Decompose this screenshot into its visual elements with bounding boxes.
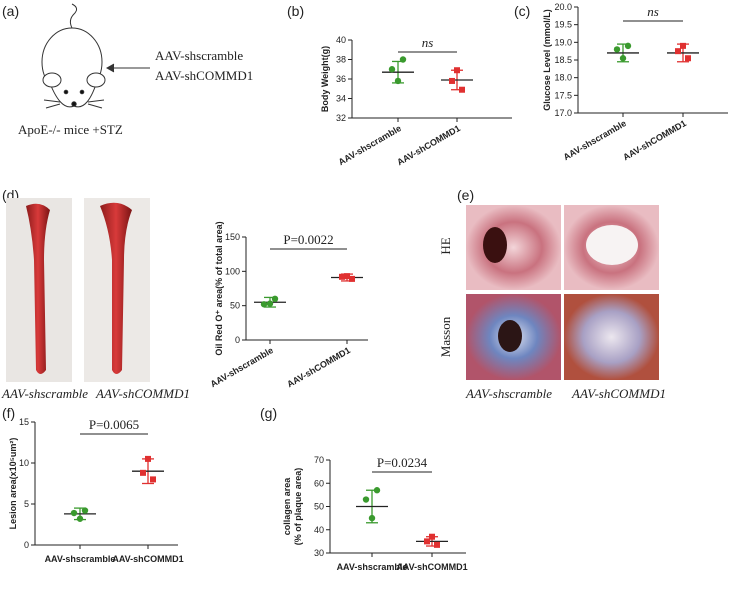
data-point <box>70 509 78 517</box>
data-point <box>260 301 268 308</box>
data-point <box>373 487 381 494</box>
y-tick-label: 17.5 <box>554 90 572 100</box>
stain-caption: AAV-shscramble <box>465 386 552 401</box>
stain-row-label: Masson <box>438 316 453 357</box>
panel-label: (b) <box>287 3 304 19</box>
x-tick-label: AAV-shCOMMD1 <box>395 123 462 167</box>
data-point <box>434 541 440 548</box>
y-axis-label: Body Weight(g) <box>320 46 330 112</box>
data-point <box>150 476 156 483</box>
y-tick-label: 10 <box>19 458 29 468</box>
data-point <box>449 77 455 84</box>
y-tick-label: 17.0 <box>554 108 572 118</box>
y-tick-label: 60 <box>314 478 324 488</box>
y-axis-label: Oil Red O⁺ area(% of total area) <box>214 221 224 355</box>
mouse-caption: ApoE-/- mice +STZ <box>18 122 123 137</box>
data-point <box>388 66 396 73</box>
y-axis-label: Lesion area(x10⁵um²) <box>8 438 18 530</box>
y-tick-label: 18.5 <box>554 55 572 65</box>
data-point <box>145 455 151 462</box>
y-axis-label: Glucose Level (mmol/L) <box>542 9 552 111</box>
data-point <box>266 300 274 307</box>
panel-label: (f) <box>2 405 15 421</box>
aorta-caption: AAV-shscramble <box>1 386 88 401</box>
stain-caption: AAV-shCOMMD1 <box>571 386 666 401</box>
panel-label: (a) <box>2 3 19 19</box>
y-tick-label: 100 <box>225 266 240 276</box>
stain-row-label: HE <box>438 237 453 254</box>
y-tick-label: 15 <box>19 417 29 427</box>
stain-images <box>466 205 659 380</box>
data-point <box>399 56 407 63</box>
significance-label: ns <box>647 4 659 19</box>
y-tick-label: 32 <box>336 113 346 123</box>
y-tick-label: 50 <box>230 301 240 311</box>
aorta-images <box>6 198 150 382</box>
data-point <box>680 42 686 49</box>
y-tick-label: 0 <box>235 335 240 345</box>
data-point <box>429 533 435 540</box>
significance-label: P=0.0022 <box>283 232 333 247</box>
data-point <box>685 55 691 62</box>
y-tick-label: 0 <box>24 540 29 550</box>
panel-label: (e) <box>457 187 474 203</box>
data-point <box>619 55 627 62</box>
y-tick-label: 34 <box>336 94 346 104</box>
x-tick-label: AAV-shCOMMD1 <box>396 562 467 572</box>
y-tick-label: 19.5 <box>554 20 572 30</box>
x-tick-label: AAV-shCOMMD1 <box>621 118 688 162</box>
y-tick-label: 36 <box>336 74 346 84</box>
data-point <box>140 469 146 476</box>
data-point <box>349 275 355 282</box>
data-point <box>454 67 460 74</box>
data-point <box>459 86 465 93</box>
y-tick-label: 5 <box>24 499 29 509</box>
y-tick-label: 40 <box>314 525 324 535</box>
arrow-label: AAV-shscramble <box>155 48 243 63</box>
data-point <box>339 273 345 280</box>
panel-label: (g) <box>260 405 277 421</box>
panel-label: (c) <box>514 3 530 19</box>
y-tick-label: 40 <box>336 35 346 45</box>
x-tick-label: AAV-shscramble <box>562 118 628 162</box>
data-point <box>271 295 279 302</box>
y-tick-label: 38 <box>336 55 346 65</box>
x-tick-label: AAV-shCOMMD1 <box>112 554 183 564</box>
data-point <box>613 46 621 53</box>
y-tick-label: 50 <box>314 502 324 512</box>
y-axis-label: collagen area <box>282 477 292 536</box>
data-point <box>344 273 350 280</box>
y-tick-label: 20.0 <box>554 2 572 12</box>
significance-label: P=0.0234 <box>377 455 428 470</box>
y-tick-label: 18.0 <box>554 73 572 83</box>
y-tick-label: 30 <box>314 548 324 558</box>
x-tick-label: AAV-shscramble <box>337 562 408 572</box>
aorta-caption: AAV-shCOMMD1 <box>95 386 190 401</box>
data-point <box>424 538 430 545</box>
x-tick-label: AAV-shCOMMD1 <box>285 345 352 389</box>
significance-label: P=0.0065 <box>89 417 139 432</box>
arrow-label: AAV-shCOMMD1 <box>155 68 253 83</box>
data-point <box>76 515 84 522</box>
y-tick-label: 19.0 <box>554 37 572 47</box>
x-tick-label: AAV-shscramble <box>45 554 116 564</box>
significance-label: ns <box>422 35 434 50</box>
data-point <box>624 42 632 50</box>
mouse-drawing <box>41 3 150 109</box>
y-axis-label: (% of plaque area) <box>293 468 303 546</box>
data-point <box>675 48 681 55</box>
y-tick-label: 70 <box>314 455 324 465</box>
data-point <box>362 496 370 503</box>
data-point <box>394 77 402 85</box>
y-tick-label: 150 <box>225 232 240 242</box>
data-point <box>81 507 89 514</box>
data-point <box>368 514 376 522</box>
x-tick-label: AAV-shscramble <box>337 123 403 167</box>
